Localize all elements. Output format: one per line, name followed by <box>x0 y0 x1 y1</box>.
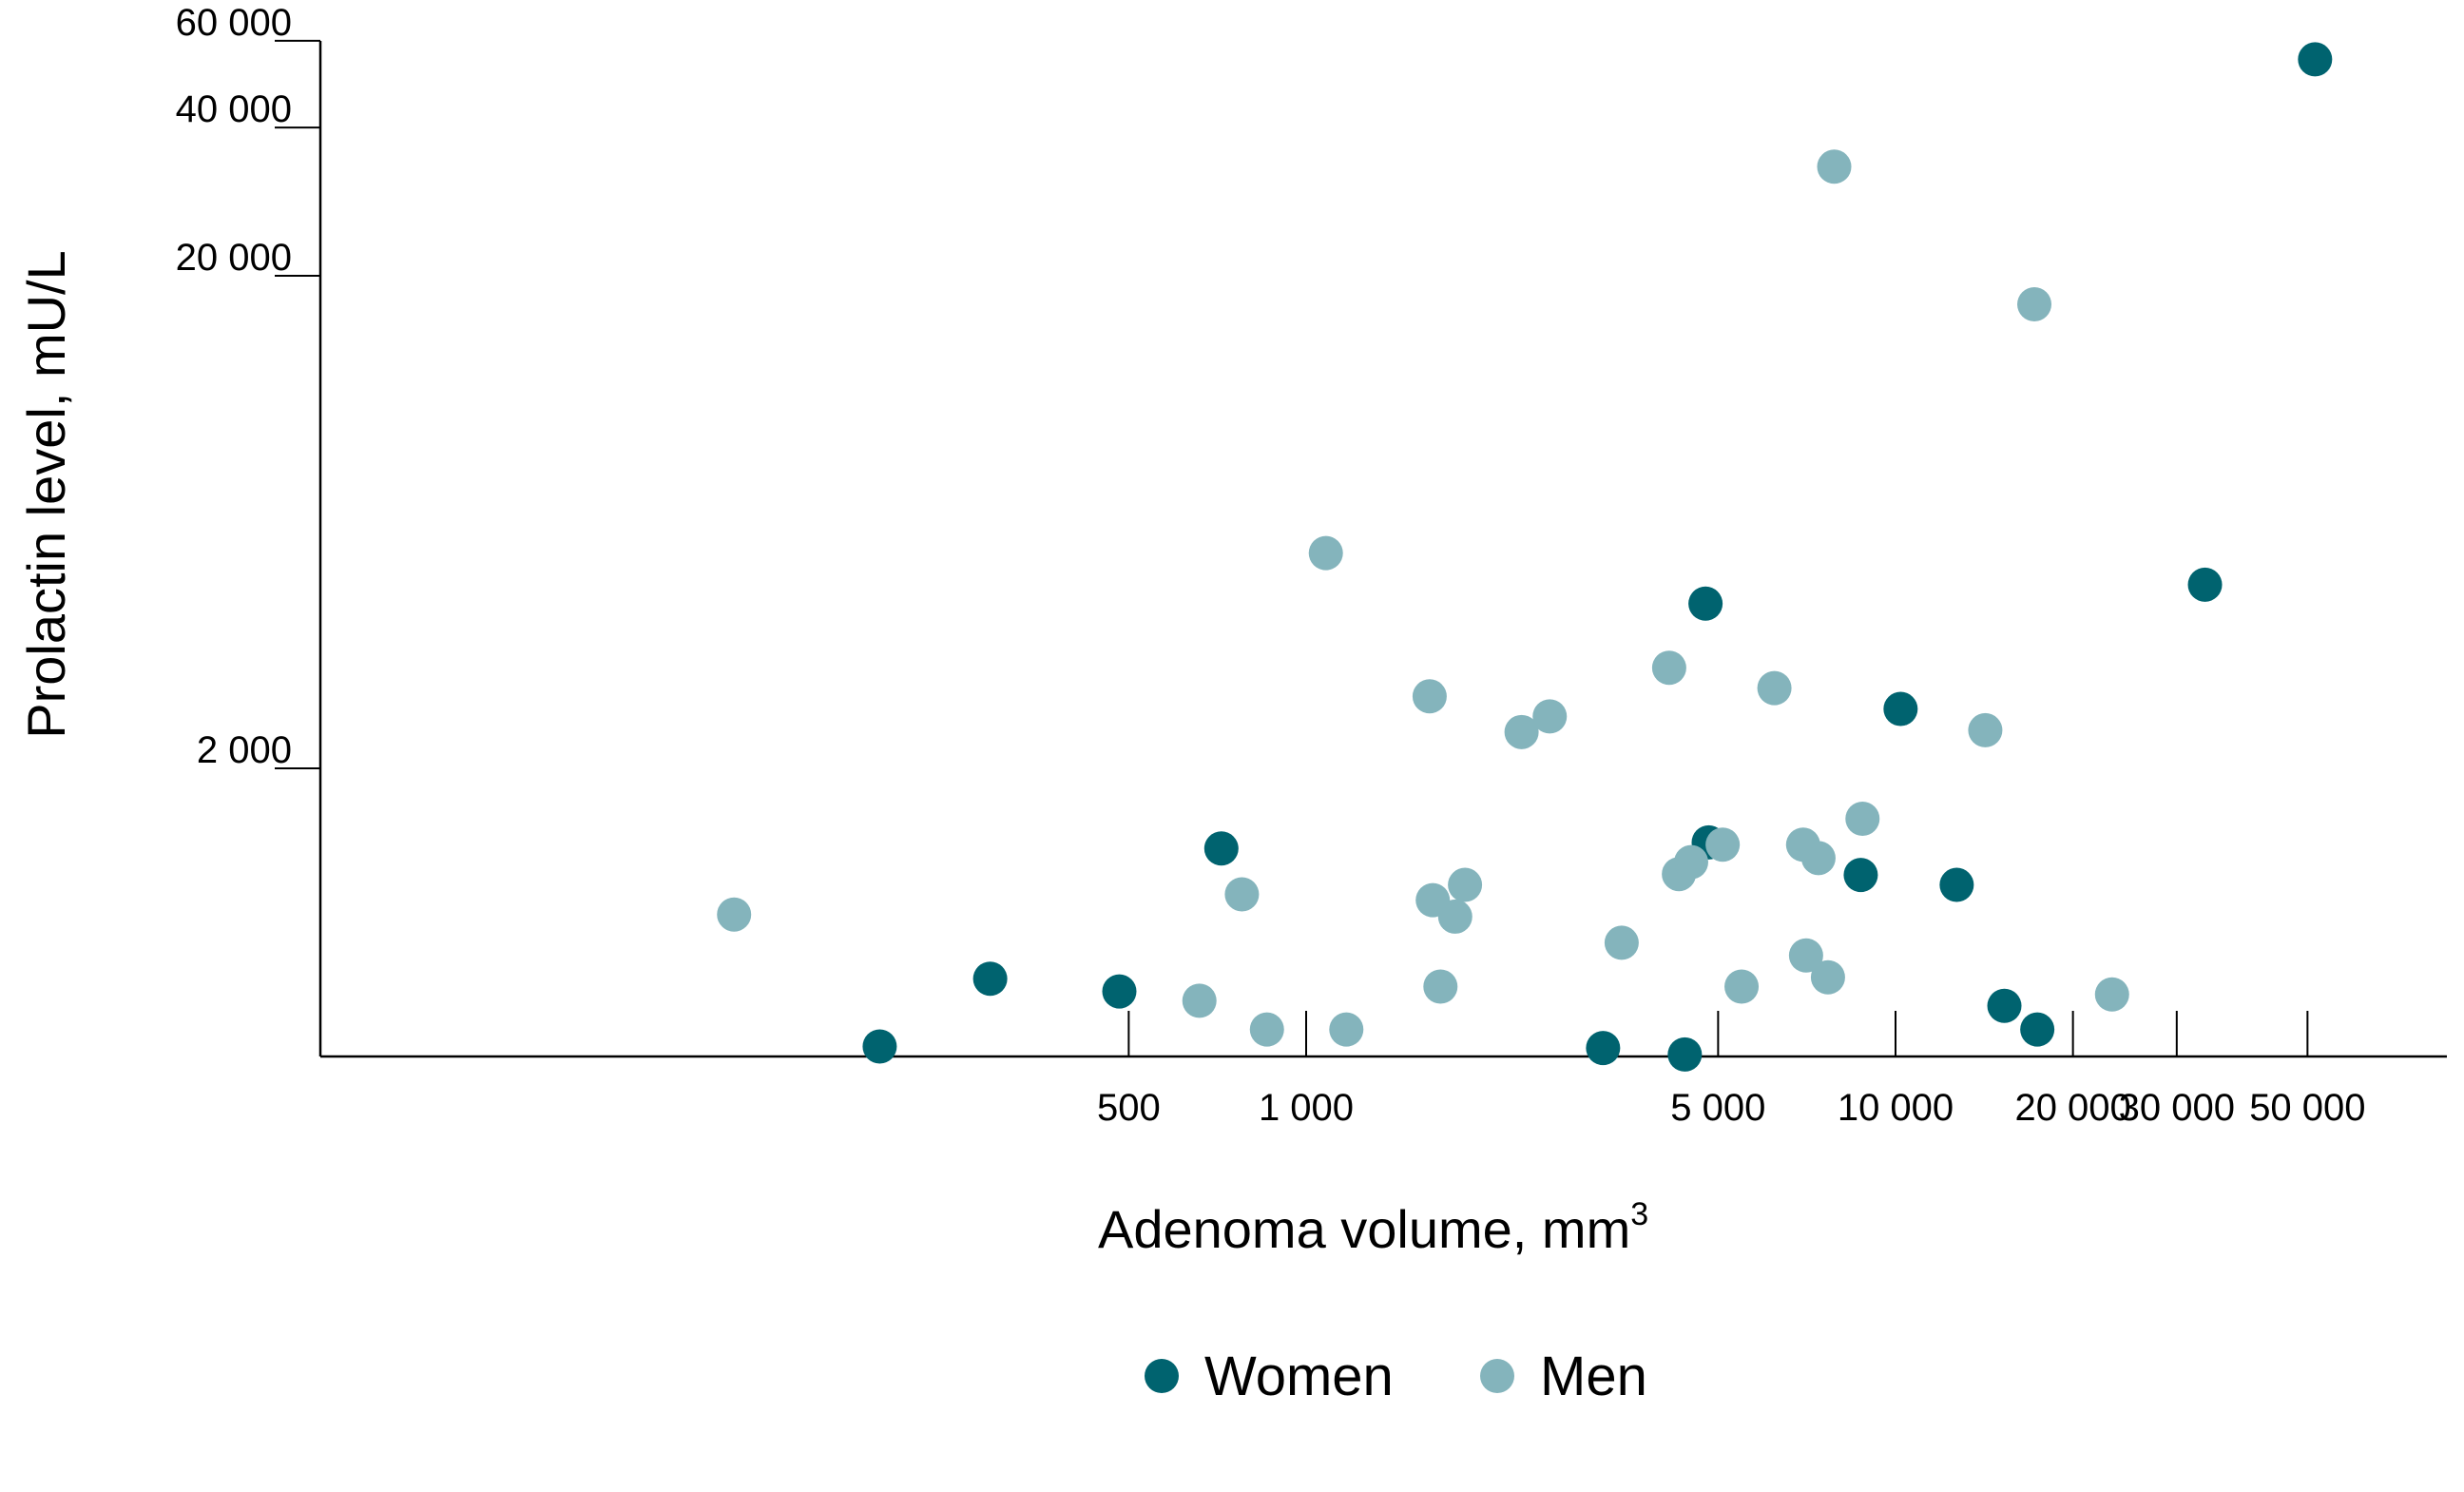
y-axis-title: Prolactin level, mU/L <box>16 250 76 739</box>
data-point-men <box>1224 877 1260 912</box>
x-tick-label: 500 <box>1097 1087 1161 1129</box>
x-axis-title-superscript: 3 <box>1630 1196 1648 1232</box>
data-point-women <box>1843 858 1878 893</box>
x-tick-label: 1 000 <box>1259 1087 1354 1129</box>
data-point-men <box>1810 959 1845 995</box>
data-point-men <box>1329 1012 1364 1047</box>
x-tick-label: 5 000 <box>1670 1087 1765 1129</box>
data-point-women <box>2298 42 2333 77</box>
data-point-men <box>1437 899 1473 934</box>
legend-marker-men <box>1480 1359 1514 1393</box>
y-tick-label: 2 000 <box>197 729 292 771</box>
data-point-men <box>717 897 752 932</box>
data-point-men <box>1651 650 1686 686</box>
data-point-women <box>1939 867 1974 902</box>
data-point-men <box>1504 714 1539 749</box>
data-point-men <box>2017 287 2052 322</box>
data-point-women <box>2020 1012 2055 1047</box>
legend-label-men: Men <box>1540 1346 1647 1407</box>
data-point-women <box>2187 567 2223 602</box>
data-point-men <box>1673 844 1708 880</box>
legend-label-women: Women <box>1204 1346 1394 1407</box>
legend-marker-women <box>1145 1359 1179 1393</box>
legend: Women Men <box>1145 1346 1647 1407</box>
x-tick-label: 30 000 <box>2119 1087 2235 1129</box>
data-point-men <box>1817 149 1852 184</box>
data-point-men <box>1724 969 1760 1004</box>
data-point-men <box>1845 802 1880 837</box>
data-point-men <box>1705 827 1741 862</box>
data-point-women <box>1102 974 1137 1009</box>
x-tick-label: 50 000 <box>2249 1087 2365 1129</box>
data-point-men <box>1448 867 1483 902</box>
data-point-men <box>1249 1012 1284 1047</box>
data-point-women <box>1203 831 1239 866</box>
data-point-women <box>862 1029 897 1064</box>
data-point-men <box>1412 679 1447 714</box>
y-tick-label: 60 000 <box>176 2 292 44</box>
data-point-men <box>1604 925 1639 960</box>
x-axis-title: Adenoma volume, mm3 <box>1098 1196 1648 1259</box>
data-point-men <box>1968 712 2003 747</box>
data-point-men <box>2094 977 2129 1012</box>
data-point-women <box>1883 691 1918 727</box>
x-axis-title-text: Adenoma volume, mm <box>1098 1199 1630 1259</box>
data-point-women <box>1688 586 1723 621</box>
data-point-men <box>1308 535 1343 571</box>
x-tick-label: 10 000 <box>1838 1087 1954 1129</box>
data-point-men <box>1788 938 1823 973</box>
x-tick-label: 20 000 <box>2014 1087 2130 1129</box>
y-tick-label: 20 000 <box>176 237 292 279</box>
data-point-men <box>1757 670 1792 706</box>
data-point-men <box>1532 699 1568 734</box>
data-point-women <box>1987 988 2022 1023</box>
data-point-men <box>1423 969 1458 1004</box>
data-point-women <box>972 961 1008 997</box>
data-point-women <box>1667 1037 1703 1072</box>
data-points <box>717 42 2333 1072</box>
data-point-men <box>1182 983 1217 1018</box>
y-tick-label: 40 000 <box>176 88 292 130</box>
data-point-men <box>1800 841 1836 876</box>
data-point-women <box>1586 1031 1621 1066</box>
